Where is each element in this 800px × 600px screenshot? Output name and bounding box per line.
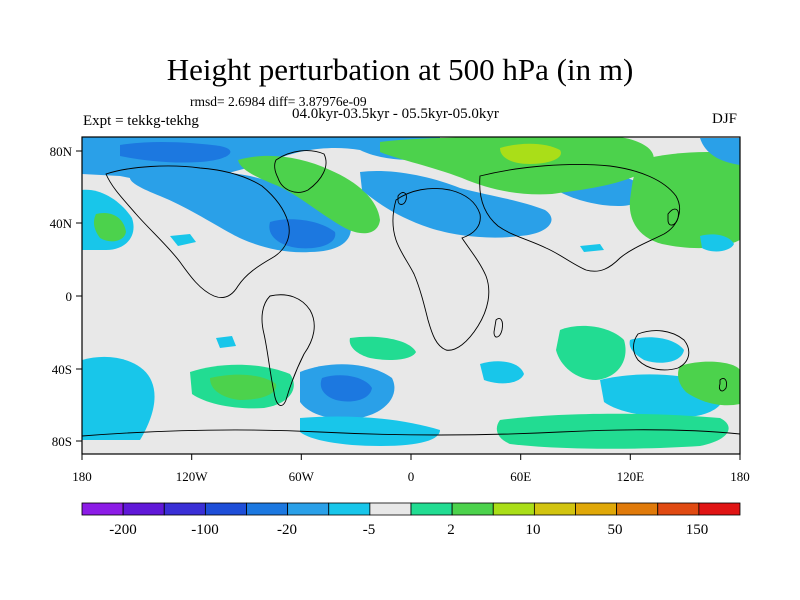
lat-label: 0 xyxy=(66,289,73,304)
fill-spot-a xyxy=(170,234,196,246)
fill-spot-b xyxy=(700,234,734,252)
lon-label: 120E xyxy=(617,469,645,484)
colorbar-swatch xyxy=(533,502,576,516)
lon-label: 60W xyxy=(289,469,315,484)
colorbar-swatch xyxy=(287,502,330,516)
fill-eurasia-green xyxy=(380,137,654,195)
colorbar-swatch xyxy=(204,502,247,516)
fill-atlantic-blue-core xyxy=(269,219,336,249)
fill-siberia-yellow-green xyxy=(500,143,561,164)
lon-label: 180 xyxy=(72,469,92,484)
colorbar-swatch xyxy=(616,502,659,516)
colorbar-swatch xyxy=(122,502,165,516)
fill-spot-c xyxy=(580,244,604,252)
colorbar-swatch xyxy=(410,502,453,516)
japan-coast xyxy=(667,208,679,226)
lat-label: 40S xyxy=(52,362,72,377)
nz-coast xyxy=(719,377,727,392)
fill-south-pacific-green-core xyxy=(210,374,277,400)
colorbar-swatch xyxy=(328,502,371,516)
stats-label: rmsd= 2.6984 diff= 3.87976e-09 xyxy=(190,94,367,109)
colorbar-swatch xyxy=(81,502,124,516)
colorbar-swatch xyxy=(163,502,206,516)
coastlines xyxy=(81,150,741,437)
antarctica-coast xyxy=(81,429,741,437)
europe-africa-coast xyxy=(392,188,490,351)
colorbar-label: -200 xyxy=(109,522,137,538)
fill-eurasia-blue xyxy=(360,170,552,238)
colorbar-swatch xyxy=(575,502,618,516)
lon-label: 60E xyxy=(510,469,531,484)
asia-coast xyxy=(479,164,680,272)
fill-pacific-green xyxy=(629,152,740,249)
colorbar-swatch xyxy=(492,502,535,516)
lat-label: 80S xyxy=(52,434,72,449)
fill-south-pacific-east-green xyxy=(678,361,740,406)
fill-greenland-green xyxy=(238,155,380,234)
colorbar-label: -5 xyxy=(363,522,376,538)
colorbar-labels: -200 -100 -20 -5 2 10 50 150 xyxy=(109,522,708,538)
colorbar-label: 50 xyxy=(608,522,623,538)
greenland-coast xyxy=(274,150,327,193)
colorbar-swatch xyxy=(246,502,289,516)
lon-label: 180 xyxy=(730,469,750,484)
fill-spot-d xyxy=(216,336,236,348)
colorbar-label: 2 xyxy=(447,522,455,538)
experiment-label: Expt = tekkg-tekhg xyxy=(83,113,199,129)
lat-label: 40N xyxy=(50,216,73,231)
lon-label: 120W xyxy=(176,469,209,484)
colorbar-swatch xyxy=(451,502,494,516)
colorbar-label: -20 xyxy=(277,522,297,538)
south-america-coast xyxy=(261,294,315,407)
tick-marks xyxy=(76,150,741,460)
fill-south-atlantic-green xyxy=(349,336,416,360)
fill-east-pacific-green xyxy=(93,212,126,242)
season-label: DJF xyxy=(712,111,738,127)
colorbar-swatch xyxy=(698,502,741,516)
fill-antarctic-lightblue xyxy=(300,416,440,446)
madagascar-coast xyxy=(493,318,503,338)
fill-indian-green xyxy=(556,325,626,380)
colorbar xyxy=(81,502,741,516)
fill-australia-lightblue xyxy=(629,337,684,363)
fill-south-atlantic-deep xyxy=(320,375,372,402)
lat-label: 80N xyxy=(50,144,73,159)
colorbar-label: 150 xyxy=(686,522,709,538)
lat-labels: 80N 40N 0 40S 80S xyxy=(50,144,73,449)
anomaly-fills xyxy=(82,137,740,449)
colorbar-swatch xyxy=(369,502,412,516)
north-america-coast xyxy=(105,165,290,298)
fill-arctic-deep-blue xyxy=(120,142,231,163)
lon-label: 0 xyxy=(408,469,415,484)
map-title: Height perturbation at 500 hPa (in m) xyxy=(166,52,634,87)
colorbar-label: 10 xyxy=(526,522,541,538)
fill-southern-blue-west xyxy=(82,356,155,440)
fill-antarctic-green xyxy=(496,413,729,449)
fill-north-pacific-blue xyxy=(700,138,740,165)
lon-labels: 180 120W 60W 0 60E 120E 180 xyxy=(72,469,750,484)
period-label: 04.0kyr-03.5kyr - 05.5kyr-05.0kyr xyxy=(292,106,499,122)
fill-indian-lightblue xyxy=(480,361,524,384)
australia-coast xyxy=(633,330,690,371)
colorbar-label: -100 xyxy=(191,522,219,538)
colorbar-swatch xyxy=(657,502,700,516)
uk-coast xyxy=(397,192,407,205)
